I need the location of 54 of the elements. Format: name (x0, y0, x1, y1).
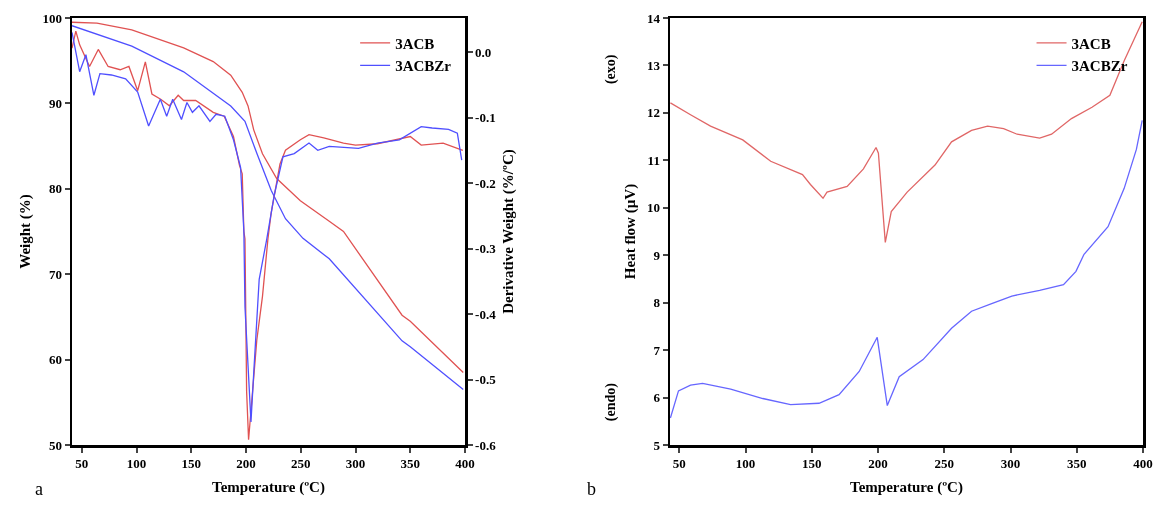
y-tick-label: 100 (42, 10, 62, 26)
y-tick-label: 12 (646, 105, 660, 121)
x-tick-label: 150 (181, 456, 202, 472)
y-tick-label: 9 (653, 247, 661, 263)
y2-tick-label: -0.4 (475, 306, 497, 322)
y-tick-label: 50 (48, 437, 62, 453)
x-tick-label: 300 (1000, 456, 1021, 472)
y2-tick-label: -0.6 (475, 437, 497, 453)
line-series (670, 119, 1143, 419)
x-axis-title: Temperature (ºC) (850, 479, 963, 497)
x-tick-label: 250 (934, 456, 955, 472)
y-tick-label: 6 (653, 390, 661, 406)
y2-tick-label: -0.3 (475, 241, 497, 257)
x-tick-label: 200 (868, 456, 888, 472)
x-tick-label: 100 (126, 456, 147, 472)
x-tick-label: 100 (735, 456, 756, 472)
y-tick-label: 11 (647, 152, 660, 168)
y-tick-label: 13 (646, 57, 661, 73)
y2-tick-label: -0.5 (475, 372, 497, 388)
y-axis-title: Heat flow (µV) (621, 183, 639, 280)
x-tick-label: 400 (455, 456, 475, 472)
y-tick-label: 90 (48, 95, 62, 111)
x-tick-label: 200 (236, 456, 256, 472)
legend-label: 3ACB (395, 35, 435, 52)
y-tick-label: 7 (653, 342, 661, 358)
text: a (35, 479, 43, 499)
x-tick-label: 50 (672, 456, 686, 472)
y-tick-label: 5 (653, 437, 661, 453)
y-tick-label: 70 (48, 266, 62, 282)
y2-tick-label: 0.0 (475, 44, 492, 60)
x-tick-label: 150 (802, 456, 822, 472)
x-tick-label: 50 (75, 456, 89, 472)
x-tick-label: 350 (400, 456, 421, 472)
legend-label: 3ACBZr (1071, 58, 1128, 75)
x-tick-label: 350 (1067, 456, 1087, 472)
x-axis-title: Temperature (ºC) (212, 479, 325, 497)
line-series (670, 21, 1143, 244)
y-axis-title: Weight (%) (17, 194, 35, 269)
text: (endo) (602, 382, 619, 422)
y-tick-label: 10 (646, 200, 660, 216)
legend-label: 3ACB (1071, 35, 1111, 52)
x-tick-label: 250 (291, 456, 311, 472)
text: b (587, 479, 596, 499)
y2-tick-label: -0.1 (475, 110, 496, 126)
x-tick-label: 300 (345, 456, 366, 472)
y-tick-label: 60 (48, 352, 62, 368)
y-tick-label: 14 (646, 10, 661, 26)
text: (exo) (602, 54, 619, 85)
y2-axis-title: Derivative Weight (%/ºC) (500, 149, 518, 314)
legend-label: 3ACBZr (395, 58, 452, 75)
y-tick-label: 80 (48, 181, 62, 197)
x-tick-label: 400 (1133, 456, 1153, 472)
y2-tick-label: -0.2 (475, 175, 496, 191)
y-tick-label: 8 (653, 295, 661, 311)
